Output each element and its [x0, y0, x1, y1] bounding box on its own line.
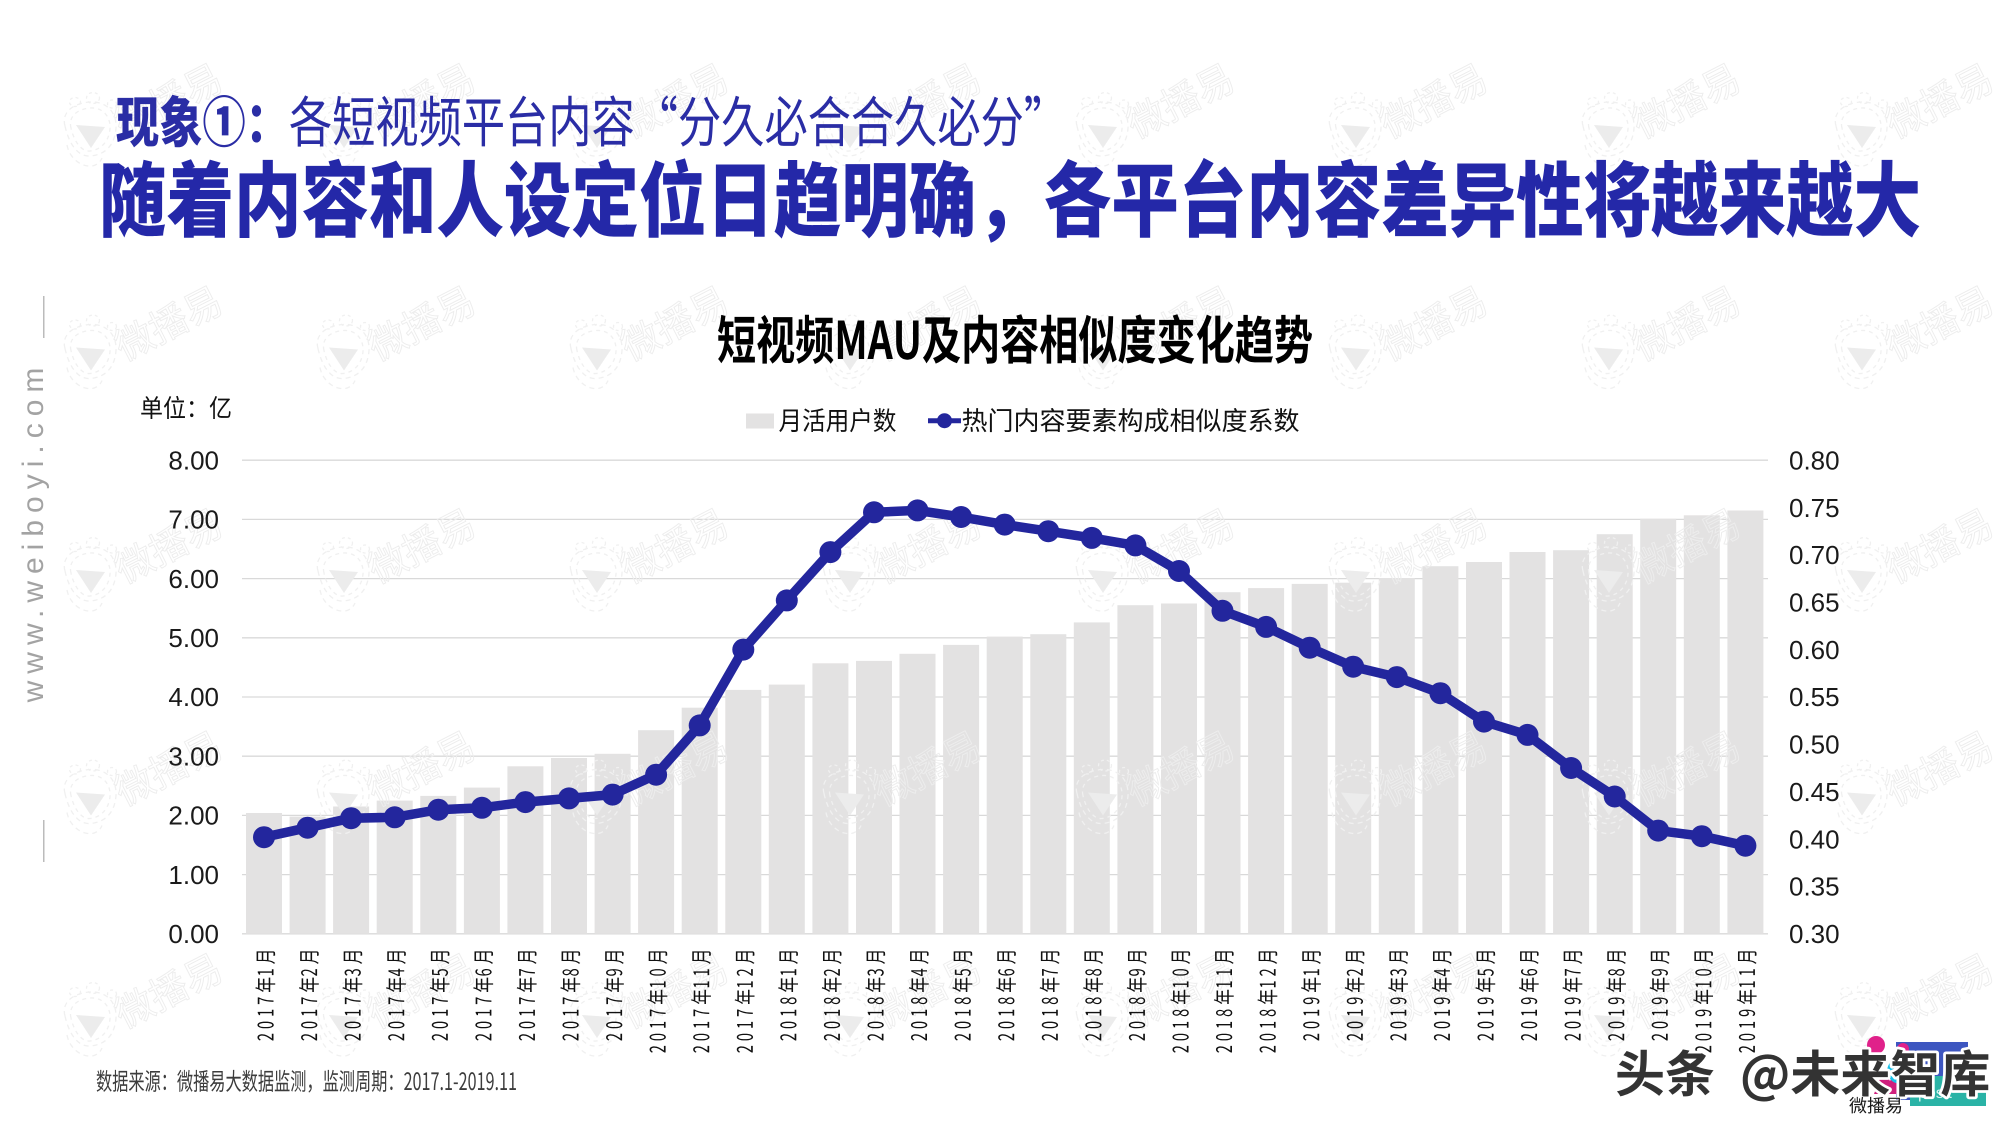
svg-text:4.00: 4.00	[168, 682, 219, 712]
svg-text:3.00: 3.00	[168, 741, 219, 771]
svg-text:0.80: 0.80	[1789, 445, 1840, 475]
svg-text:0.75: 0.75	[1789, 493, 1840, 523]
svg-text:6.00: 6.00	[168, 564, 219, 594]
svg-text:8.00: 8.00	[168, 445, 219, 475]
svg-text:2.00: 2.00	[168, 801, 219, 831]
svg-text:0.65: 0.65	[1789, 588, 1840, 618]
svg-text:0.55: 0.55	[1789, 682, 1840, 712]
svg-text:0.45: 0.45	[1789, 777, 1840, 807]
svg-text:1.00: 1.00	[168, 860, 219, 890]
svg-text:0.40: 0.40	[1789, 824, 1840, 854]
svg-text:5.00: 5.00	[168, 623, 219, 653]
svg-text:0.70: 0.70	[1789, 540, 1840, 570]
svg-text:0.30: 0.30	[1789, 919, 1840, 949]
svg-text:7.00: 7.00	[168, 505, 219, 535]
svg-text:0.60: 0.60	[1789, 635, 1840, 665]
svg-text:0.50: 0.50	[1789, 730, 1840, 760]
svg-text:0.35: 0.35	[1789, 872, 1840, 902]
svg-text:0.00: 0.00	[168, 919, 219, 949]
svg-text:www.weiboyi.com: www.weiboyi.com	[17, 361, 50, 704]
